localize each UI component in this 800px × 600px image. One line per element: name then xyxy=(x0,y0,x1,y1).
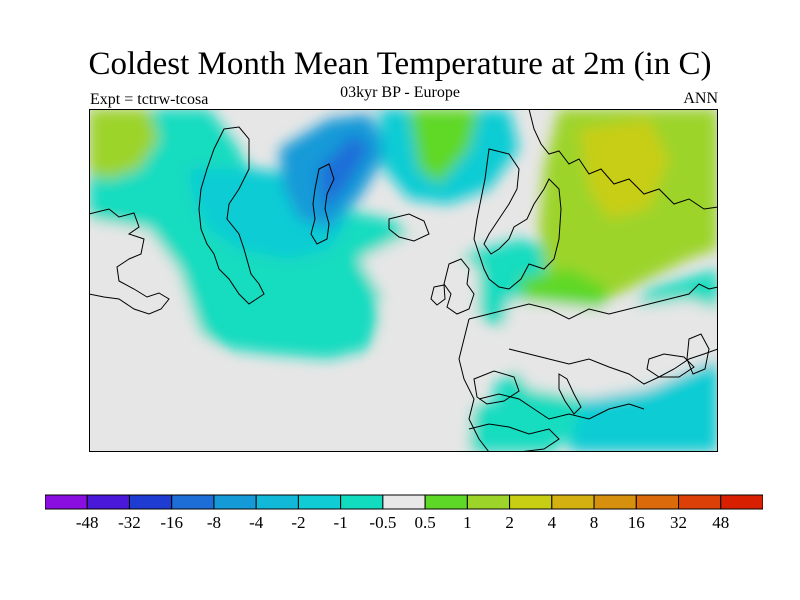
legend-swatch xyxy=(340,494,384,510)
color-legend xyxy=(45,494,763,510)
legend-label: -32 xyxy=(118,513,141,532)
coast-iceland xyxy=(388,213,430,242)
legend-label: -16 xyxy=(160,513,184,532)
coast-italy xyxy=(558,373,582,415)
field-green-northwest xyxy=(89,109,159,179)
legend-label: 2 xyxy=(505,513,514,532)
legend-swatch xyxy=(382,494,426,510)
legend-label: -2 xyxy=(291,513,306,532)
legend-swatch xyxy=(466,494,511,510)
legend-swatch xyxy=(128,494,173,510)
field-neutral-midatlantic xyxy=(359,229,479,452)
field-deep-blue-strip xyxy=(319,134,369,209)
field-teal-southwest xyxy=(459,399,559,452)
temperature-map xyxy=(89,109,718,452)
chart-subtitle: 03kyr BP - Europe xyxy=(340,84,460,101)
legend-swatch xyxy=(509,494,553,510)
legend-label: -48 xyxy=(75,513,99,532)
legend-label: 48 xyxy=(712,513,730,532)
coast-northeast-america xyxy=(89,208,170,315)
legend-swatch xyxy=(551,494,595,510)
legend-swatch xyxy=(255,494,299,510)
legend-swatch xyxy=(297,494,342,510)
coast-mediterranean xyxy=(478,393,645,420)
legend-label: -1 xyxy=(333,513,348,532)
legend-label: 32 xyxy=(670,513,688,532)
legend-label: -8 xyxy=(206,513,222,532)
legend-swatch xyxy=(424,494,468,510)
legend-swatch xyxy=(593,494,637,510)
legend-label: 0.5 xyxy=(414,513,436,532)
field-neutral-west xyxy=(89,219,239,452)
coast-scandinavia xyxy=(473,148,562,290)
legend-swatch xyxy=(213,494,257,510)
coast-ireland xyxy=(430,284,446,306)
coast-northafrica xyxy=(468,423,560,452)
coast-iberia xyxy=(473,370,520,405)
coast-british-isles xyxy=(443,258,475,315)
experiment-label: Expt = tctrw-tcosa xyxy=(90,91,209,108)
legend-swatch xyxy=(171,494,215,510)
legend-swatch xyxy=(45,494,88,510)
legend-label: 4 xyxy=(547,513,557,532)
chart-title: Coldest Month Mean Temperature at 2m (in… xyxy=(88,46,712,82)
legend-label: 1 xyxy=(463,513,472,532)
legend-swatch xyxy=(720,494,763,510)
legend-label: 8 xyxy=(589,513,599,532)
coast-greenland xyxy=(198,126,265,305)
legend-label: -4 xyxy=(249,513,264,532)
field-olive-russia xyxy=(579,119,669,219)
coast-black-sea xyxy=(646,353,695,378)
legend-swatch xyxy=(635,494,680,510)
map-frame xyxy=(89,109,718,452)
season-label: ANN xyxy=(683,90,718,107)
coast-greenland-east xyxy=(310,163,335,245)
field-green-north-atlantic xyxy=(409,109,479,184)
coast-europe xyxy=(458,283,718,452)
legend-label: -0.5 xyxy=(369,513,397,532)
coast-caspian xyxy=(686,333,710,375)
legend-swatch xyxy=(86,494,130,510)
field-neutral-med xyxy=(499,299,718,399)
legend-swatch xyxy=(678,494,722,510)
legend-label: 16 xyxy=(627,513,645,532)
coast-russia-north xyxy=(528,109,718,210)
